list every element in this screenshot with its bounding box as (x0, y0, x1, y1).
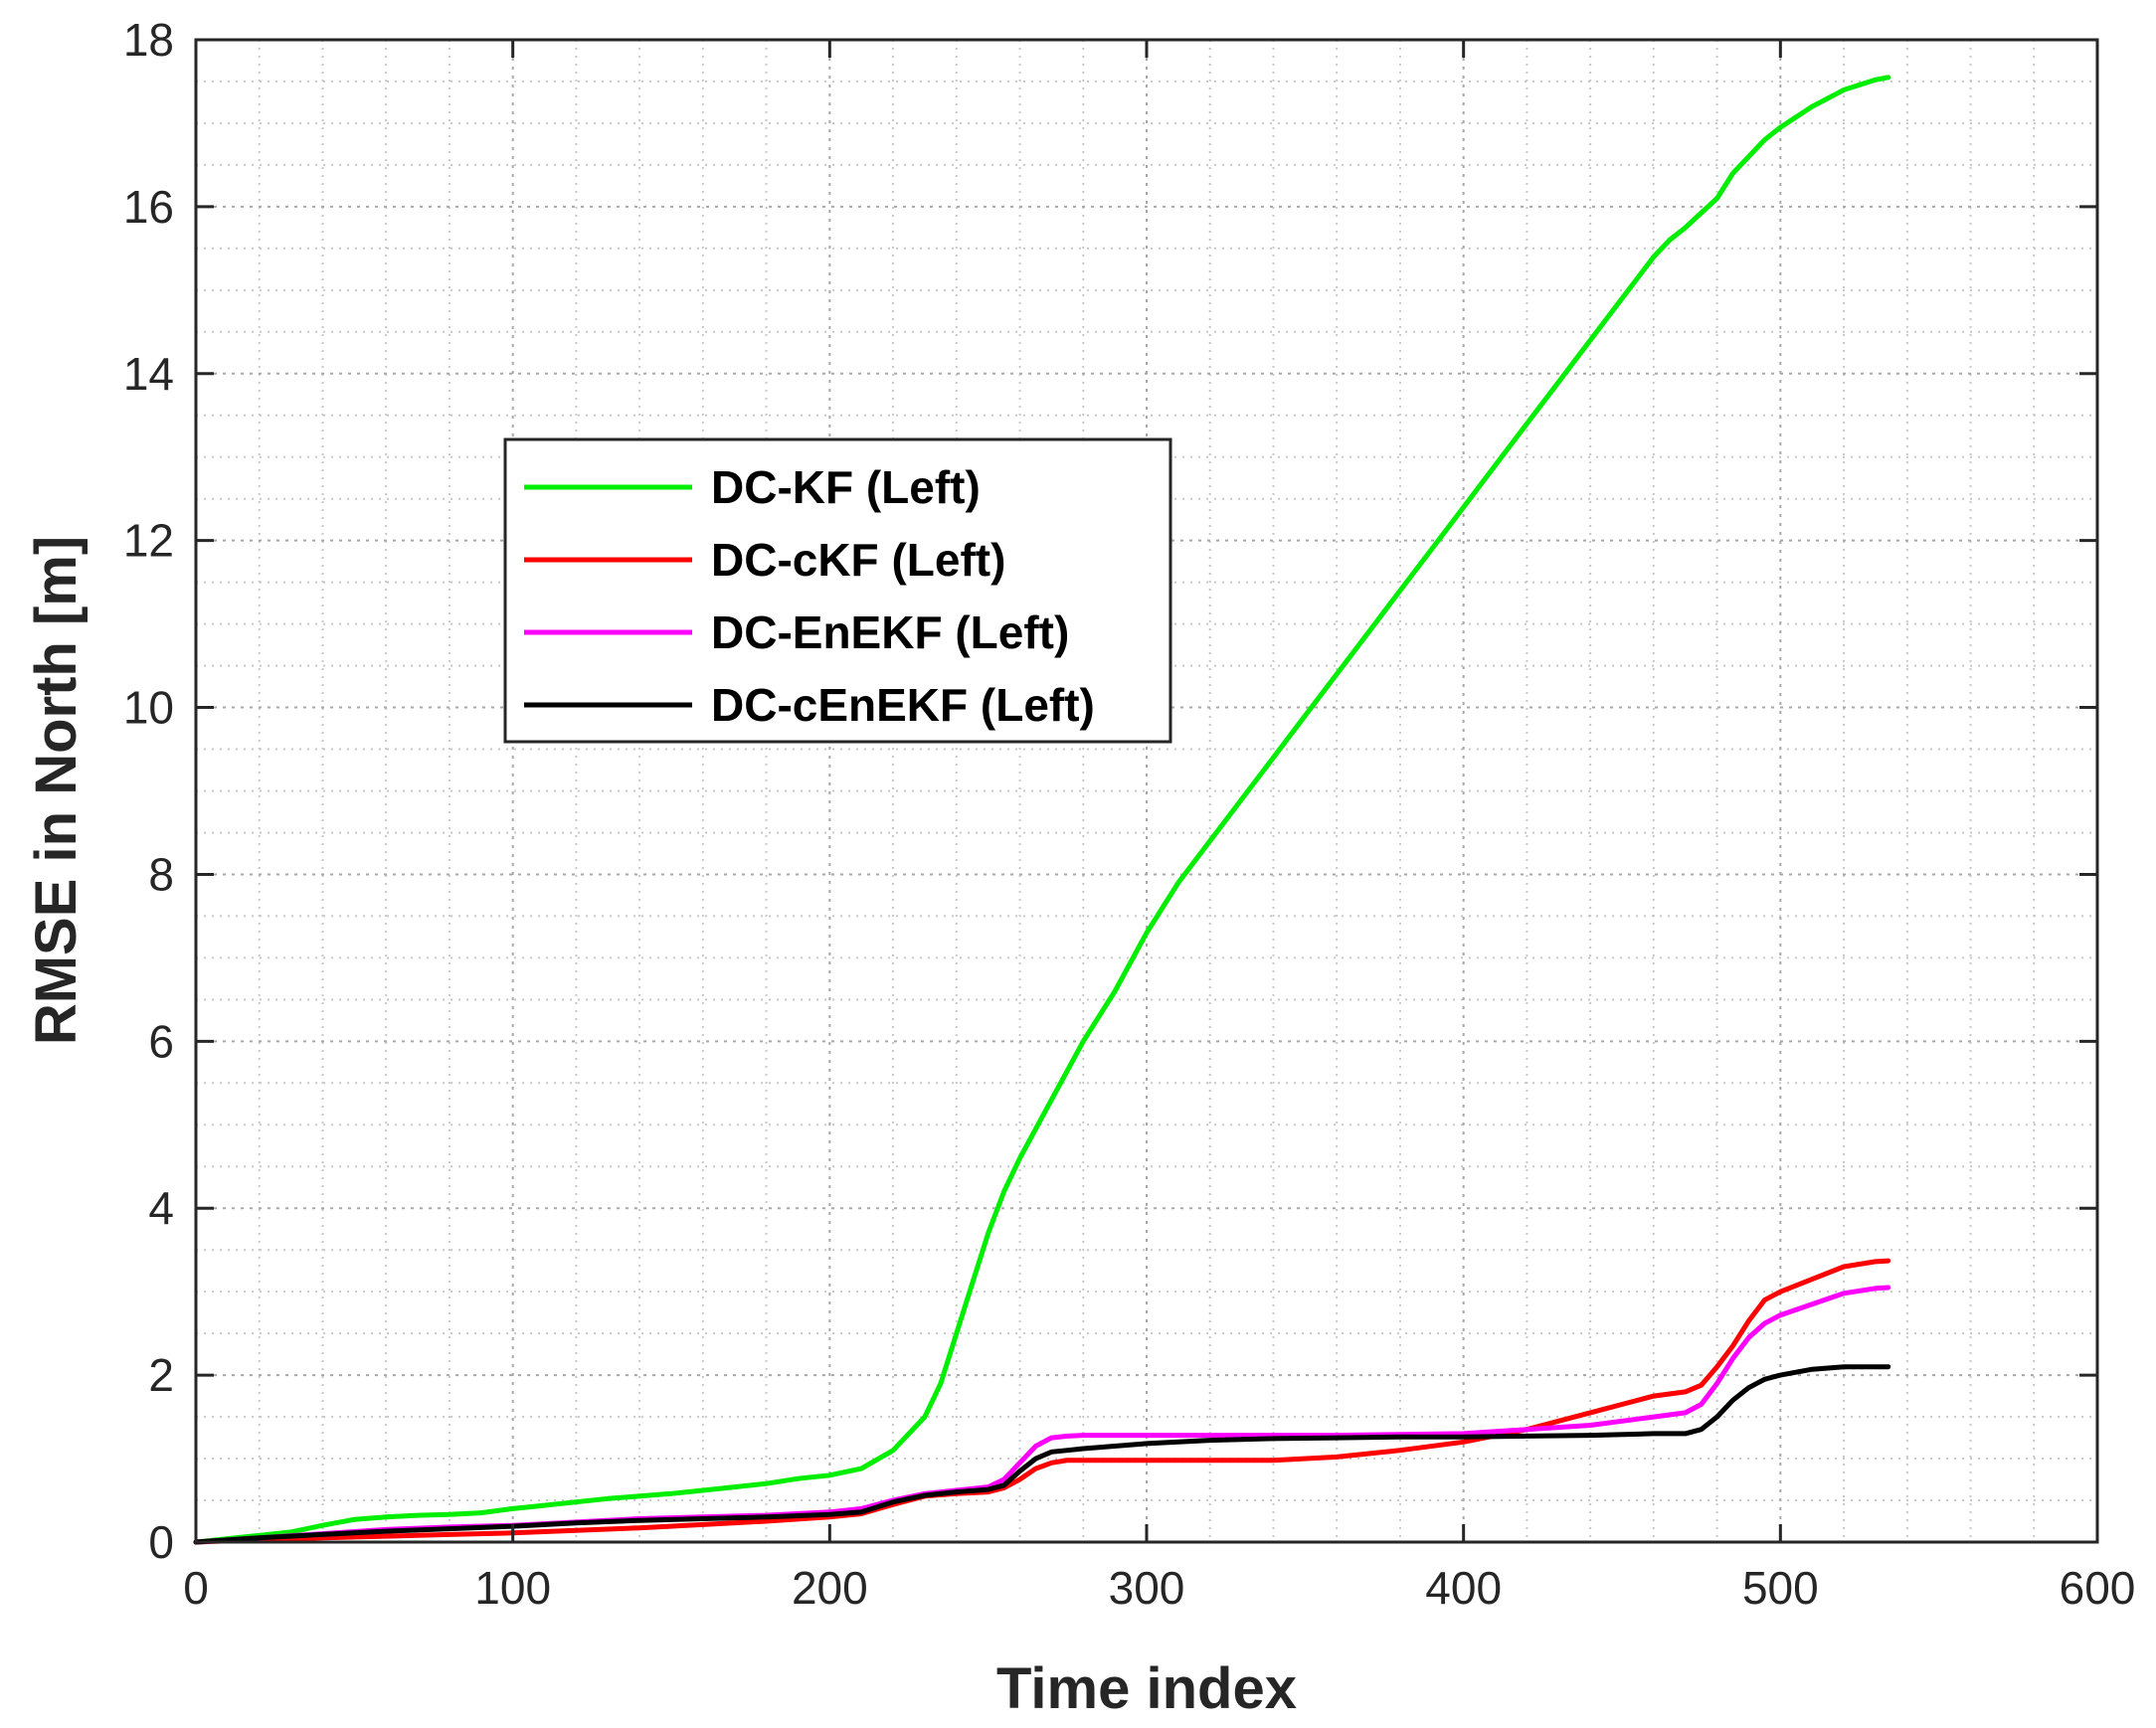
x-tick-labels: 0 100 200 300 400 500 600 (183, 1562, 2135, 1614)
y-tick-label: 2 (148, 1349, 174, 1401)
y-tick-label: 14 (123, 348, 174, 400)
legend-label: DC-cEnEKF (Left) (711, 679, 1095, 731)
legend: DC-KF (Left) DC-cKF (Left) DC-EnEKF (Left)… (503, 437, 1172, 744)
x-tick-label: 500 (1742, 1562, 1819, 1614)
x-axis-title: Time index (996, 1656, 1297, 1721)
legend-label: DC-EnEKF (Left) (711, 606, 1069, 658)
y-tick-labels: 0 2 4 6 8 10 12 14 16 18 (123, 14, 174, 1568)
y-tick-label: 12 (123, 515, 174, 567)
legend-label: DC-cKF (Left) (711, 534, 1005, 586)
series-line-dc-kf-left (193, 75, 1891, 1545)
axis-ticks (194, 38, 2099, 1544)
y-tick-label: 6 (148, 1015, 174, 1067)
y-axis-title: RMSE in North [m] (24, 536, 89, 1045)
y-tick-label: 4 (148, 1182, 174, 1234)
x-tick-label: 400 (1425, 1562, 1502, 1614)
series-line-dc-ckf-left (193, 1258, 1891, 1545)
x-tick-label: 300 (1109, 1562, 1185, 1614)
y-tick-label: 16 (123, 181, 174, 233)
y-tick-label: 18 (123, 14, 174, 66)
series-line-dc-cenekf-left (193, 1364, 1891, 1545)
y-tick-label: 0 (148, 1516, 174, 1568)
legend-items: DC-KF (Left) DC-cKF (Left) DC-EnEKF (Left)… (524, 461, 1095, 731)
legend-box (503, 437, 1172, 744)
y-tick-label: 8 (148, 848, 174, 900)
x-tick-label: 600 (2060, 1562, 2136, 1614)
legend-label: DC-KF (Left) (711, 461, 981, 513)
y-tick-label: 10 (123, 682, 174, 734)
series-lines (193, 75, 1891, 1545)
x-tick-label: 100 (474, 1562, 551, 1614)
x-tick-label: 0 (183, 1562, 209, 1614)
x-tick-label: 200 (792, 1562, 868, 1614)
